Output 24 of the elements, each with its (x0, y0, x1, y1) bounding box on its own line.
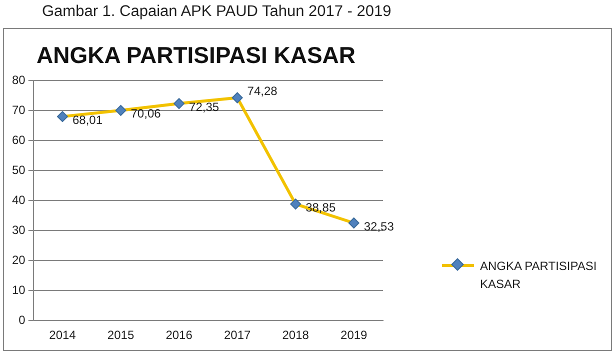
y-tick-label: 10 (12, 282, 26, 297)
y-tick-label: 40 (12, 192, 26, 207)
data-label: 38,85 (306, 200, 336, 214)
x-tick-label: 2014 (49, 328, 76, 342)
data-label: 74,28 (247, 84, 278, 98)
y-tick-label: 0 (18, 312, 26, 327)
y-tick-label: 30 (12, 222, 26, 237)
x-tick-label: 2018 (282, 328, 310, 342)
y-tick-label: 20 (12, 252, 26, 267)
x-tick-label: 2015 (107, 328, 134, 342)
x-tick-label: 2016 (166, 328, 193, 342)
data-label: 68,01 (72, 112, 103, 127)
y-tick-label: 70 (12, 102, 26, 117)
data-label: 70,06 (130, 106, 162, 121)
chart-title: ANGKA PARTISIPASI KASAR (36, 42, 356, 68)
legend-label: ANGKA PARTISIPASI KASAR (480, 258, 598, 293)
text: Gambar 1. Capaian APK PAUD Tahun 2017 - 2019 (42, 3, 392, 21)
data-label: 72,35 (189, 100, 220, 114)
data-label: 32,53 (364, 219, 394, 234)
x-tick-label: 2017 (224, 328, 251, 342)
y-tick-label: 60 (12, 132, 26, 147)
x-tick-label: 2019 (340, 328, 368, 342)
y-tick-label: 50 (12, 162, 26, 177)
y-tick-label: 80 (12, 72, 26, 87)
